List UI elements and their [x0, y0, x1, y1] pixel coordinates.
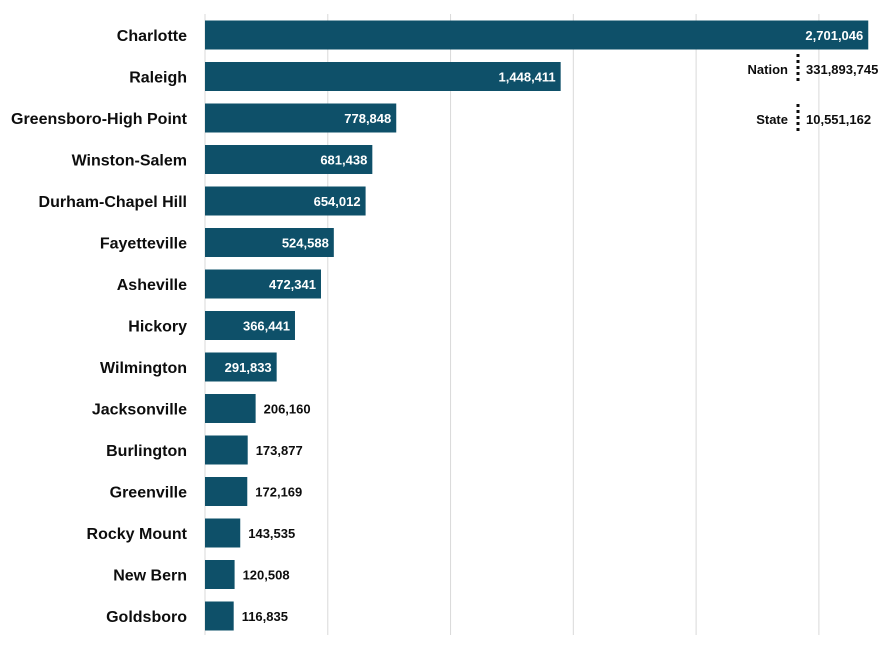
value-label: 524,588 [282, 236, 329, 251]
reference-value: 10,551,162 [806, 112, 871, 127]
category-label: Hickory [128, 319, 187, 336]
bar [205, 477, 248, 506]
value-label: 143,535 [248, 526, 295, 541]
value-label: 291,833 [225, 360, 272, 375]
reference-label: Nation [748, 62, 789, 77]
category-label: Burlington [106, 443, 187, 460]
reference-value: 331,893,745 [806, 62, 878, 77]
bar [205, 62, 561, 91]
category-label: New Bern [113, 568, 187, 585]
value-label: 2,701,046 [805, 28, 863, 43]
bar [205, 601, 234, 631]
category-label: Fayetteville [100, 236, 187, 253]
category-label: Asheville [117, 277, 187, 294]
value-label: 472,341 [269, 277, 316, 292]
bar [205, 228, 334, 257]
category-label: Jacksonville [92, 402, 187, 419]
category-labels: Charlotte Raleigh Greensboro-High Point Win… [11, 28, 188, 626]
bar [205, 145, 373, 174]
value-label: 206,160 [264, 402, 311, 417]
category-label: Winston-Salem [72, 153, 187, 170]
value-label: 366,441 [243, 319, 290, 334]
category-label: Rocky Mount [87, 526, 188, 543]
bars [205, 20, 869, 631]
category-label: Raleigh [129, 70, 187, 87]
category-label: Goldsboro [106, 609, 187, 626]
reference-values: Nation 331,893,745 State 10,551,162 [748, 54, 878, 134]
value-label: 778,848 [344, 111, 391, 126]
bar [205, 186, 366, 216]
value-label: 120,508 [243, 568, 290, 583]
category-label: Greensboro-High Point [11, 111, 188, 128]
value-label: 173,877 [256, 443, 303, 458]
category-label: Greenville [110, 485, 187, 502]
bar [205, 518, 241, 548]
bar [205, 269, 321, 299]
bar [205, 311, 295, 340]
category-label: Wilmington [100, 360, 187, 377]
bar [205, 394, 256, 423]
value-labels: 2,701,046 1,448,411 778,848 681,438 654,012 5… [225, 28, 864, 624]
bar [205, 352, 277, 382]
bar [205, 435, 248, 465]
bar [205, 560, 235, 589]
value-label: 1,448,411 [499, 70, 556, 85]
value-label: 681,438 [320, 153, 367, 168]
reference-label: State [756, 112, 788, 127]
bar [205, 20, 869, 50]
value-label: 654,012 [314, 194, 361, 209]
bar [205, 103, 397, 133]
value-label: 116,835 [242, 609, 288, 624]
category-label: Durham-Chapel Hill [39, 194, 187, 211]
category-label: Charlotte [117, 28, 187, 45]
value-label: 172,169 [255, 485, 302, 500]
